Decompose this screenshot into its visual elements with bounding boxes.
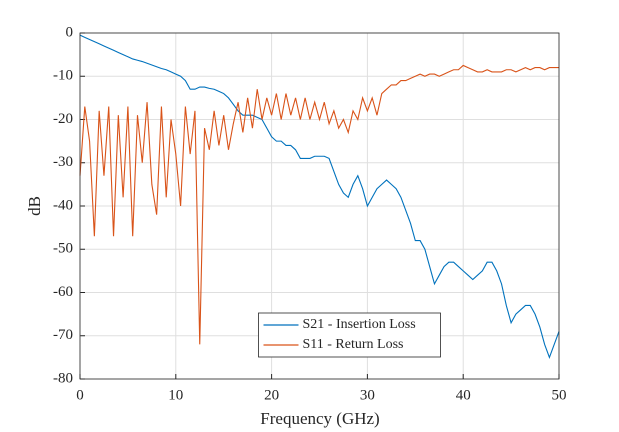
y-axis-label: dB <box>25 196 44 216</box>
x-tick-label: 40 <box>456 387 471 403</box>
y-tick-label: -60 <box>53 284 73 300</box>
x-tick-label: 30 <box>360 387 375 403</box>
series-line <box>79 34 560 359</box>
y-tick-label: -70 <box>53 327 73 343</box>
y-tick-label: -40 <box>53 197 73 213</box>
plot-frame <box>79 32 560 380</box>
legend-label: S11 - Return Loss <box>303 337 404 352</box>
y-tick-label: -20 <box>53 111 73 127</box>
legend-box <box>258 312 441 358</box>
y-tick-label: -10 <box>53 68 73 84</box>
x-tick-label: 10 <box>168 387 183 403</box>
y-tick-label: -30 <box>53 154 73 170</box>
y-tick-label: 0 <box>66 24 74 40</box>
x-tick-label: 0 <box>76 387 84 403</box>
y-tick-label: -80 <box>53 370 73 386</box>
x-tick-label: 50 <box>552 387 567 403</box>
legend-label: S21 - Insertion Loss <box>303 317 416 332</box>
series-line <box>79 64 559 345</box>
x-tick-label: 20 <box>264 387 279 403</box>
y-tick-label: -50 <box>53 241 73 257</box>
x-axis-label: Frequency (GHz) <box>260 409 379 428</box>
